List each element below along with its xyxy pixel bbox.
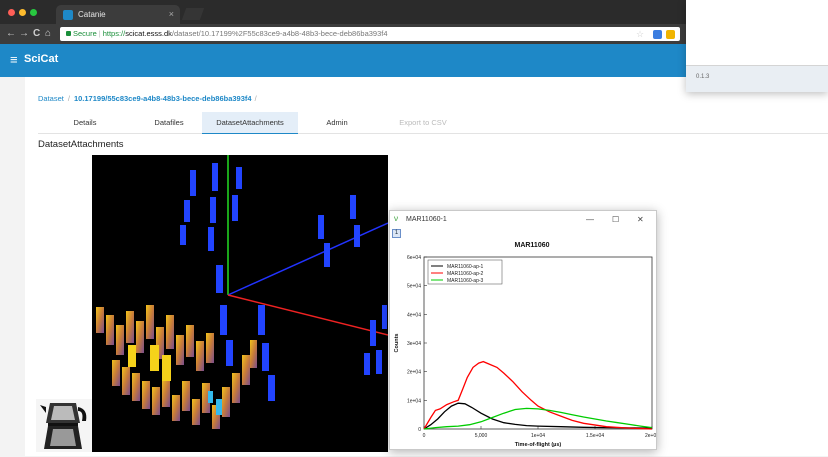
cyan-detector-panels — [208, 391, 222, 415]
tab-export-csv: Export to CSV — [399, 118, 447, 127]
series-line-mar11060-ap-1 — [423, 402, 653, 430]
moka-pot-icon — [40, 403, 87, 449]
minimize-icon[interactable]: — — [586, 215, 594, 224]
back-icon[interactable]: ← — [6, 28, 16, 39]
y-tick-label: 3e+04 — [407, 341, 421, 347]
tab-details[interactable]: Details — [73, 118, 97, 127]
app-logo-icon: ν — [394, 214, 398, 223]
plot-area — [423, 256, 653, 430]
plot-window-title: MAR11060-1 — [406, 216, 447, 223]
browser-toolbar: ← → C ⌂ Secure | https://scicat.esss.dk/da… — [0, 24, 828, 44]
y-tick-label: 5e+04 — [407, 284, 421, 290]
extension-icon[interactable] — [666, 30, 675, 39]
favicon-icon — [63, 10, 73, 20]
close-window-button[interactable] — [8, 9, 15, 16]
browser-tab[interactable]: Catanie × — [56, 5, 180, 24]
series-line-mar11060-ap-2 — [423, 360, 653, 430]
blue-detector-panels — [180, 163, 387, 401]
floating-panel: 0.1.3 — [686, 0, 828, 92]
forward-icon[interactable]: → — [19, 28, 29, 39]
y-tick-label: 2e+04 — [407, 370, 421, 376]
instrument-3d-view-image — [92, 155, 388, 452]
time-of-flight-chart: MAR11060 0 5,000 1e+04 1.5e+04 2e+04 0 1e+04 2e… — [394, 242, 656, 448]
x-tick-label: 1e+04 — [531, 433, 545, 439]
y-tick-label: 4e+04 — [407, 312, 421, 318]
tab-admin[interactable]: Admin — [326, 118, 348, 127]
x-axis-line — [227, 294, 388, 336]
new-tab-button[interactable] — [181, 8, 205, 20]
legend-label: MAR11060-ap-2 — [447, 271, 484, 277]
x-axis-label: Time-of-flight (µs) — [515, 442, 562, 448]
app-version: 0.1.3 — [696, 74, 710, 80]
y-tick-label: 1e+04 — [407, 398, 421, 404]
secure-label: Secure — [73, 29, 97, 38]
extension-icon[interactable] — [653, 30, 662, 39]
chart-title: MAR11060 — [514, 242, 549, 249]
tab-close-icon[interactable]: × — [168, 9, 174, 19]
breadcrumb-root-link[interactable]: Dataset — [38, 94, 64, 103]
x-tick-label: 1.5e+04 — [586, 433, 604, 439]
home-icon[interactable]: ⌂ — [45, 28, 52, 39]
url-host: scicat.esss.dk — [125, 29, 172, 38]
version-footer: 0.1.3 — [686, 65, 828, 92]
minimize-window-button[interactable] — [19, 9, 26, 16]
plot-window: ν MAR11060-1 — ☐ ✕ 1 MAR11060 0 5,000 1e+0… — [389, 210, 657, 450]
url-path: /dataset/10.17199%2F55c83ce9-a4b8-48b3-b… — [171, 29, 388, 38]
legend-label: MAR11060-ap-3 — [447, 278, 484, 284]
tab-datafiles[interactable]: Datafiles — [154, 118, 184, 127]
breadcrumb: Dataset/10.17199/55c83ce9-a4b8-48b3-bece… — [38, 94, 257, 103]
lock-icon — [66, 31, 71, 36]
y-axis-label: Counts — [394, 334, 400, 353]
x-tick-label: 2e+04 — [645, 433, 656, 439]
tab-dataset-attachments[interactable]: DatasetAttachments — [202, 112, 298, 134]
plot-window-titlebar[interactable]: ν MAR11060-1 — ☐ ✕ — [390, 211, 656, 228]
attachment-thumbnail-image[interactable] — [36, 399, 92, 452]
orange-detector-panels — [96, 305, 257, 429]
instrument-3d-render — [96, 155, 388, 429]
menu-icon[interactable]: ≡ — [10, 52, 18, 67]
legend-label: MAR11060-ap-1 — [447, 264, 484, 270]
reload-icon[interactable]: C — [33, 28, 41, 39]
app-name[interactable]: SciCat — [24, 53, 59, 65]
toolbar-page-button[interactable]: 1 — [392, 229, 401, 238]
y-tick-label: 0 — [418, 427, 421, 433]
tab-title: Catanie — [78, 10, 106, 19]
maximize-icon[interactable]: ☐ — [612, 215, 620, 224]
bright-detector-panels — [128, 345, 171, 381]
bookmark-star-icon[interactable]: ☆ — [636, 29, 645, 39]
dataset-tabs: Details Datafiles DatasetAttachments Adm… — [38, 112, 828, 134]
series-line-mar11060-ap-3 — [423, 407, 653, 430]
section-title: DatasetAttachments — [38, 139, 124, 150]
zoom-window-button[interactable] — [30, 9, 37, 16]
x-tick-label: 5,000 — [475, 433, 488, 439]
x-tick-label: 0 — [423, 433, 426, 439]
y-tick-label: 6e+04 — [407, 255, 421, 261]
url-scheme: https:// — [102, 29, 126, 38]
close-icon[interactable]: ✕ — [637, 215, 644, 224]
z-axis-line — [227, 222, 388, 296]
address-bar[interactable]: Secure | https://scicat.esss.dk/dataset/10… — [60, 27, 680, 41]
breadcrumb-current[interactable]: 10.17199/55c83ce9-a4b8-48b3-bece-deb86ba… — [73, 94, 252, 103]
